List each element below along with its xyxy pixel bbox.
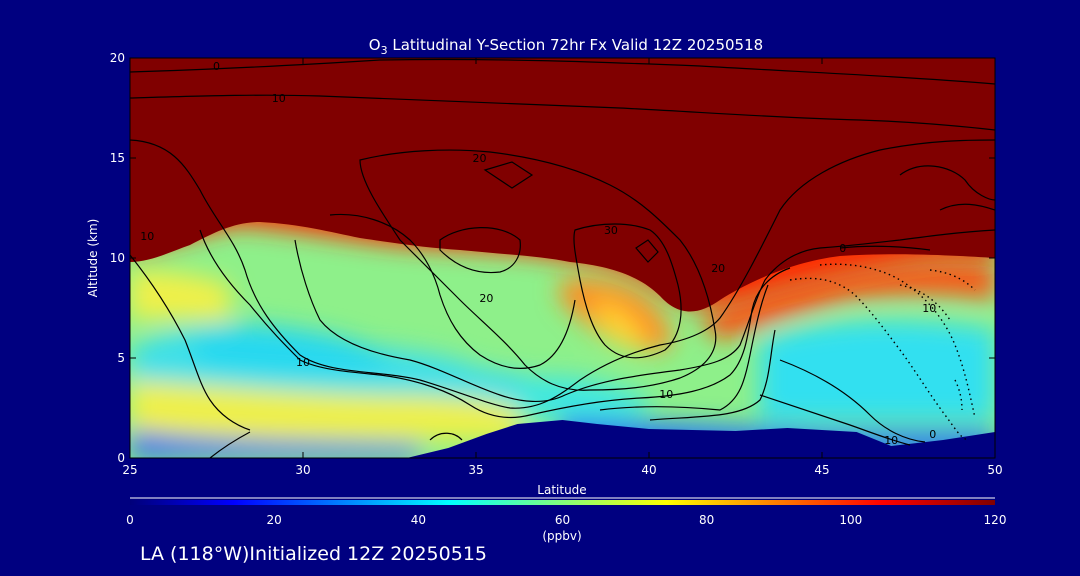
- y-axis-ticks: 0 5 10 15 20: [110, 51, 995, 465]
- colorbar-label: (ppbv): [542, 529, 581, 543]
- plot-area: 0 10 20 30 10 20 10 20 10 0 10 10 0: [130, 58, 995, 458]
- dotted-contour: [929, 269, 976, 291]
- y-tick-label: 0: [117, 451, 125, 465]
- contour-label: 10: [659, 388, 673, 401]
- y-tick-label: 10: [110, 251, 125, 265]
- x-tick-label: 25: [122, 463, 137, 477]
- y-tick-label: 15: [110, 151, 125, 165]
- colorbar-tick-label: 120: [984, 513, 1007, 527]
- contour-line: [130, 254, 251, 431]
- dotted-contour: [819, 263, 976, 419]
- y-tick-label: 5: [117, 351, 125, 365]
- contour-label: 20: [472, 152, 486, 165]
- contour-label: 20: [479, 292, 493, 305]
- x-tick-label: 40: [641, 463, 656, 477]
- contour-label: 0: [929, 428, 936, 441]
- field-yellow-tongue: [590, 300, 650, 349]
- x-tick-label: 30: [295, 463, 310, 477]
- contour-labels: 0 10 20 30 10 20 10 20 10 0 10 10 0: [140, 60, 936, 447]
- contour-line: [439, 227, 521, 274]
- initialized-caption: LA (118°W)Initialized 12Z 20250515: [140, 543, 487, 565]
- x-tick-label: 45: [814, 463, 829, 477]
- contour-label: 30: [604, 224, 618, 237]
- colorbar: [130, 500, 995, 505]
- dotted-contour: [954, 379, 963, 411]
- y-tick-label: 20: [110, 51, 125, 65]
- y-axis-label: Altitude (km): [86, 219, 100, 298]
- contour-line: [573, 223, 682, 359]
- contour-label: 10: [140, 230, 154, 243]
- colorbar-tick-label: 60: [555, 513, 570, 527]
- field-yellow-left: [130, 270, 230, 320]
- x-tick-label: 35: [468, 463, 483, 477]
- contour-label: 0: [839, 242, 846, 255]
- colorbar-tick-label: 20: [267, 513, 282, 527]
- field-cyan-center: [520, 375, 651, 418]
- contour-line: [429, 432, 463, 441]
- field-orange-right: [700, 263, 995, 340]
- contour-line: [599, 284, 769, 411]
- chart-title: O3 Latitudinal Y-Section 72hr Fx Valid 1…: [369, 36, 763, 57]
- contour-line: [483, 161, 534, 189]
- colorbar-ticks: 0 20 40 60 80 100 120: [126, 513, 1006, 527]
- contour-label: 20: [711, 262, 725, 275]
- contour-line: [779, 359, 926, 443]
- contour-line: [759, 394, 911, 446]
- contour-line: [635, 239, 659, 263]
- contour-line: [130, 94, 995, 131]
- contour-line: [939, 203, 995, 211]
- contour-line: [839, 245, 931, 251]
- contour-line: [199, 229, 791, 419]
- terrain-mask: [406, 420, 995, 458]
- field-yellow-band: [130, 380, 520, 440]
- field-dark-red-upper: [130, 58, 995, 312]
- contour-line: [294, 229, 995, 403]
- contour-line: [329, 213, 576, 370]
- field-cyan-right: [760, 321, 995, 420]
- contour-label: 10: [296, 356, 310, 369]
- colorbar-tick-label: 80: [699, 513, 714, 527]
- colorbar-tick-label: 0: [126, 513, 134, 527]
- contour-line: [130, 139, 995, 409]
- contour-line: [359, 149, 717, 391]
- colorbar-tick-label: 100: [839, 513, 862, 527]
- contour-lines: [130, 58, 995, 458]
- contour-line: [209, 431, 251, 458]
- contour-line: [899, 165, 995, 201]
- contour-label: 10: [272, 92, 286, 105]
- field-blue-bottom: [130, 430, 420, 458]
- x-axis-label: Latitude: [537, 483, 586, 497]
- contour-label: 10: [884, 434, 898, 447]
- dotted-contours: [789, 263, 976, 441]
- x-axis-ticks: 25 30 35 40 45 50: [122, 58, 1003, 477]
- colorbar-tick-label: 40: [411, 513, 426, 527]
- contour-label: 10: [922, 302, 936, 315]
- dotted-contour: [789, 277, 969, 441]
- contour-label: 0: [213, 60, 220, 73]
- contour-line: [130, 58, 995, 85]
- x-tick-label: 50: [987, 463, 1002, 477]
- contour-line: [649, 329, 776, 421]
